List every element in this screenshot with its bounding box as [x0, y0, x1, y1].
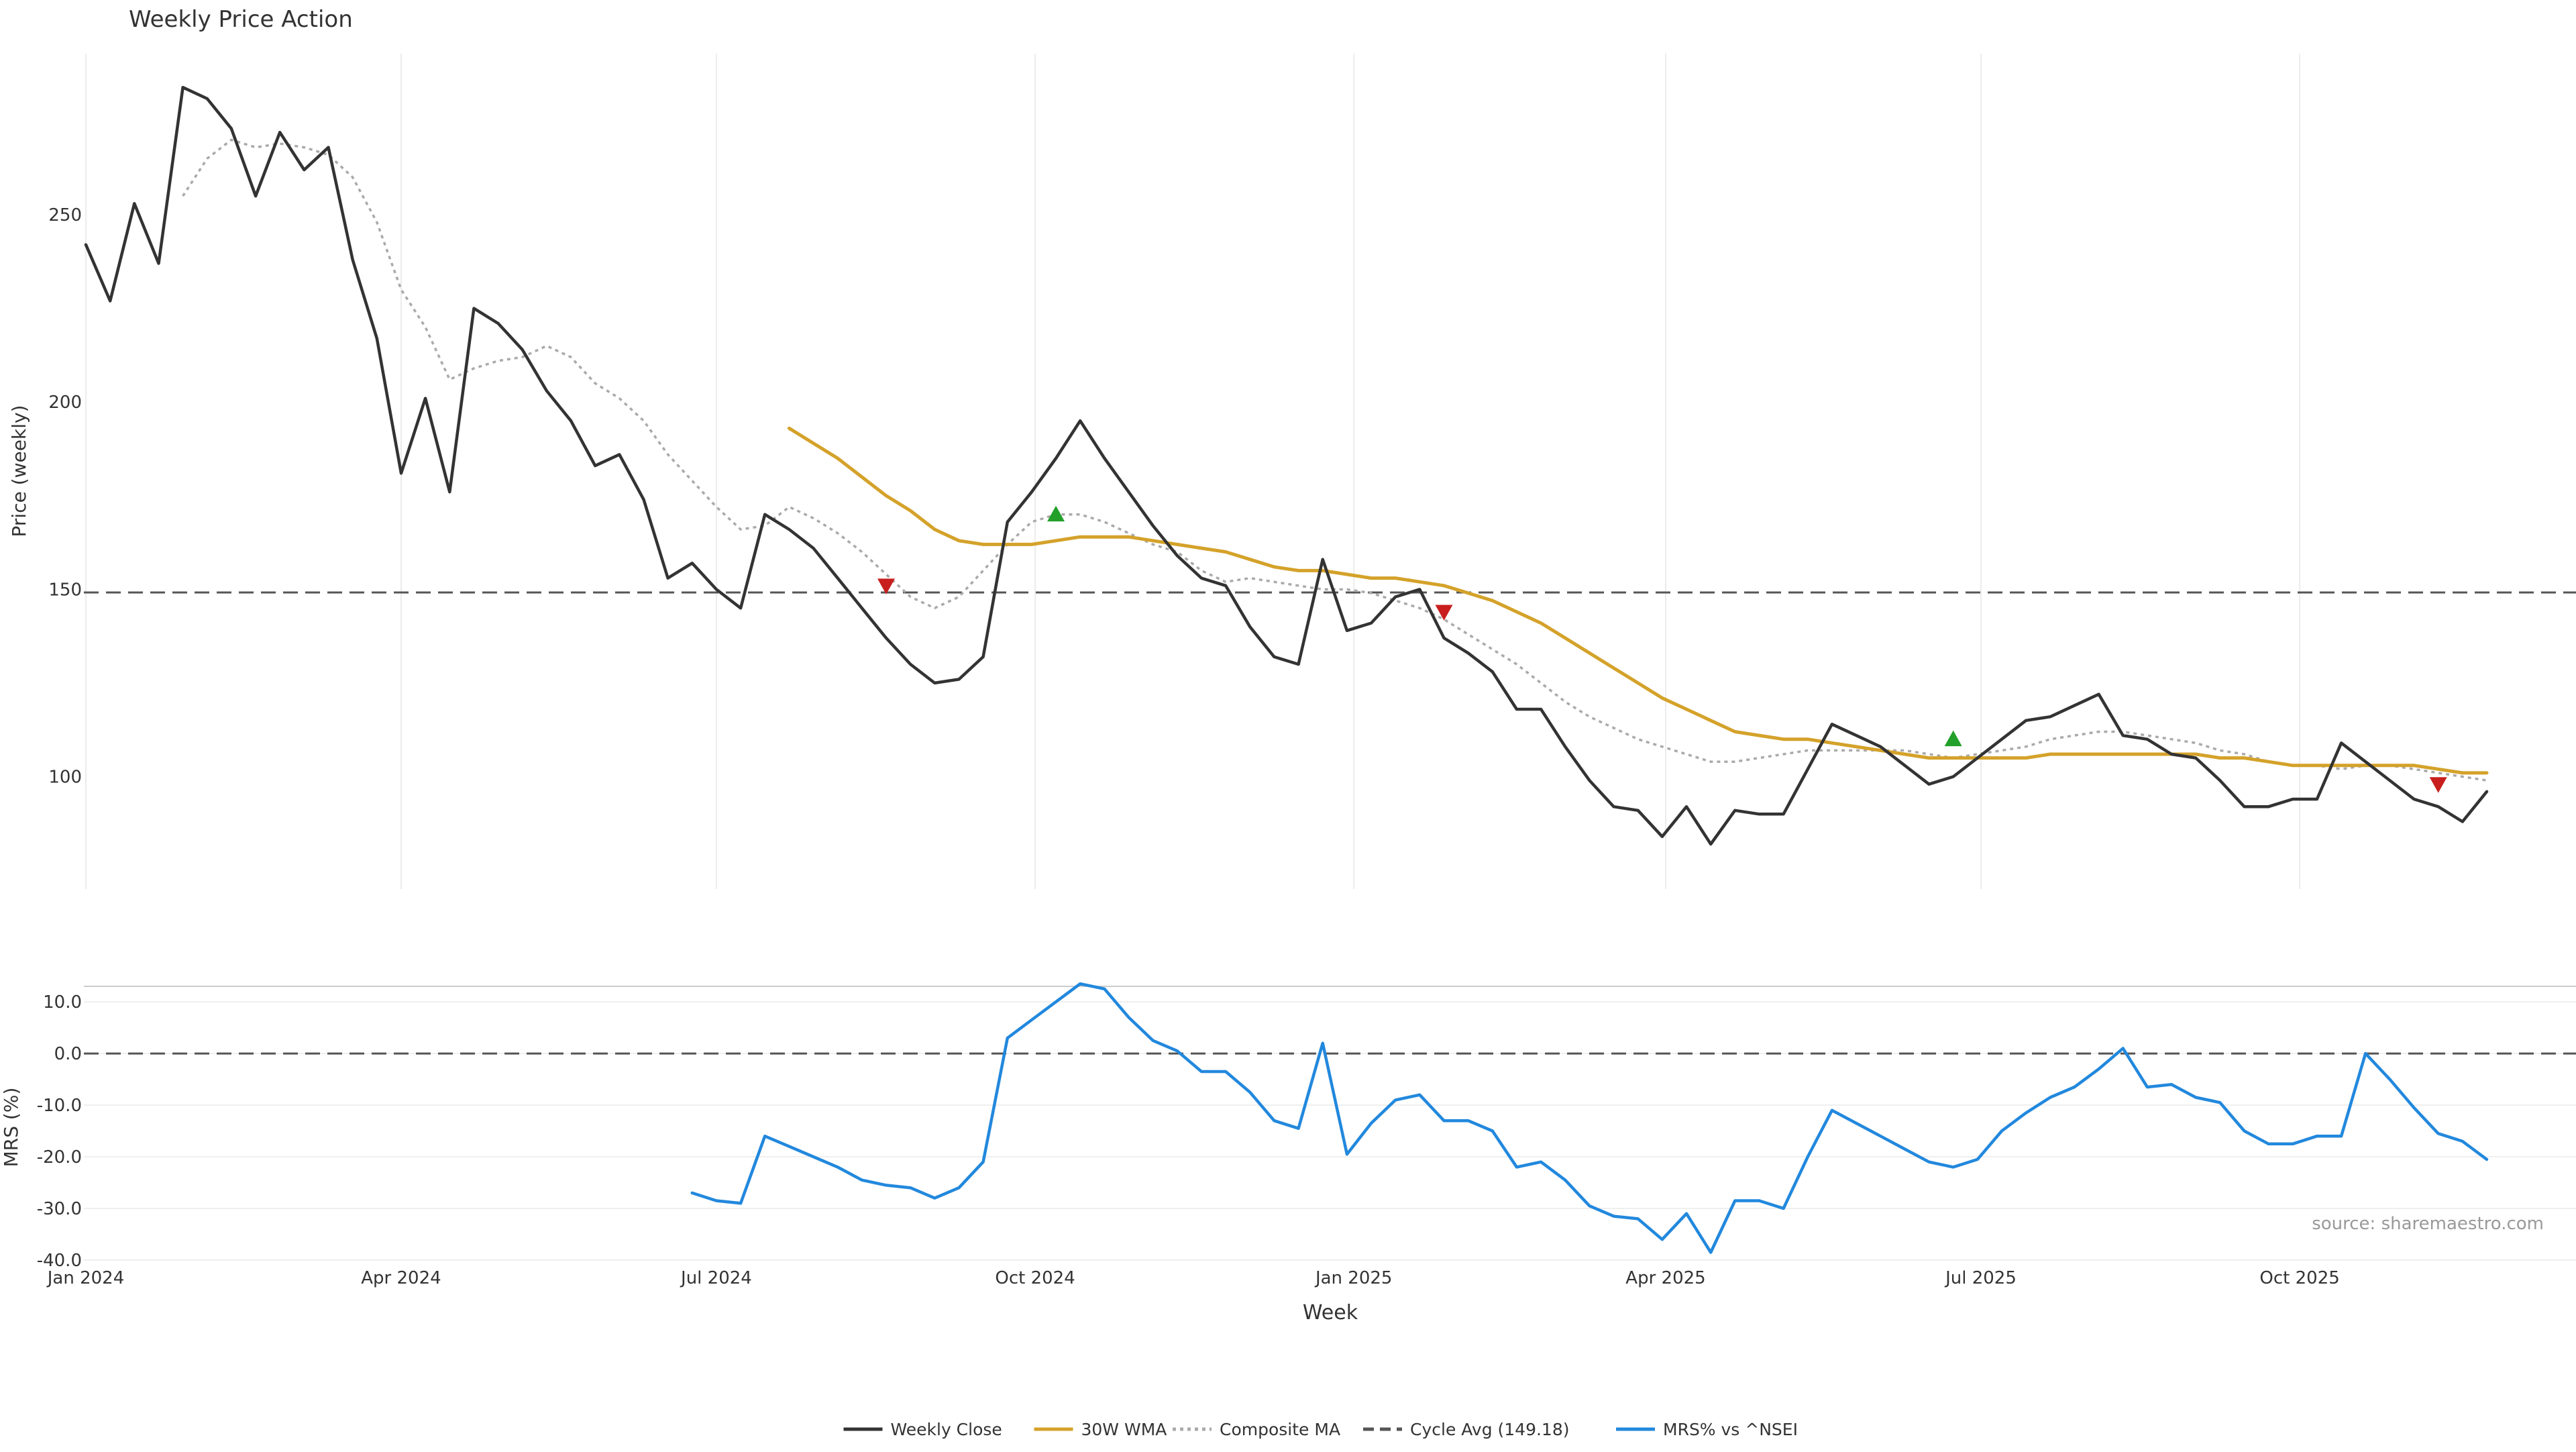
x-tick-label-6: Jul 2025 [1944, 1268, 2017, 1288]
x-axis-label: Week [1303, 1301, 1358, 1325]
mrs-ytick-5: -40.0 [37, 1251, 82, 1271]
legend: Weekly Close 30W WMA Composite MA Cycle Avg… [843, 1420, 1798, 1439]
legend-label-30w-wma: 30W WMA [1081, 1420, 1167, 1439]
series-mrs-vs-nsei [690, 982, 2489, 1254]
buy-signal-marker-3 [1944, 730, 1962, 747]
x-tick-label-5: Apr 2025 [1625, 1268, 1705, 1288]
sell-signal-marker-0 [877, 578, 895, 594]
price-ytick-0: 100 [48, 768, 82, 788]
mrs-ytick-4: -30.0 [37, 1199, 82, 1219]
source-watermark: source: sharemaestro.com [2312, 1214, 2544, 1234]
series-30w-wma [787, 426, 2489, 775]
legend-label-mrs-vs-nsei: MRS% vs ^NSEI [1663, 1420, 1798, 1439]
x-tick-label-2: Jul 2024 [680, 1268, 752, 1288]
mrs-ytick-2: -10.0 [37, 1096, 82, 1116]
price-ytick-2: 200 [48, 393, 82, 413]
chart-title: Weekly Price Action [129, 6, 353, 33]
sell-signal-marker-2 [1435, 605, 1453, 621]
series-weekly-close [84, 85, 2489, 846]
x-tick-label-0: Jan 2024 [46, 1268, 125, 1288]
mrs-ytick-1: 0.0 [54, 1044, 82, 1064]
buy-signal-marker-1 [1047, 505, 1065, 522]
legend-label-composite-ma: Composite MA [1220, 1420, 1340, 1439]
sell-signal-marker-4 [2429, 777, 2447, 793]
mrs-ytick-3: -20.0 [37, 1147, 82, 1168]
price-ytick-1: 150 [48, 580, 82, 600]
price-ytick-3: 250 [48, 205, 82, 225]
price-panel: 100 150 200 250 [48, 54, 2576, 889]
price-axis-label: Price (weekly) [8, 405, 30, 537]
x-tick-label-1: Apr 2024 [361, 1268, 441, 1288]
mrs-axis-label: MRS (%) [0, 1088, 22, 1168]
legend-label-weekly-close: Weekly Close [891, 1420, 1002, 1439]
mrs-ytick-0: 10.0 [43, 992, 82, 1013]
x-tick-label-4: Jan 2025 [1314, 1268, 1393, 1288]
x-tick-label-7: Oct 2025 [2259, 1268, 2339, 1288]
legend-label-cycle-avg-149-18: Cycle Avg (149.18) [1410, 1420, 1570, 1439]
x-tick-label-3: Oct 2024 [995, 1268, 1075, 1288]
series-composite-ma [182, 138, 2487, 782]
